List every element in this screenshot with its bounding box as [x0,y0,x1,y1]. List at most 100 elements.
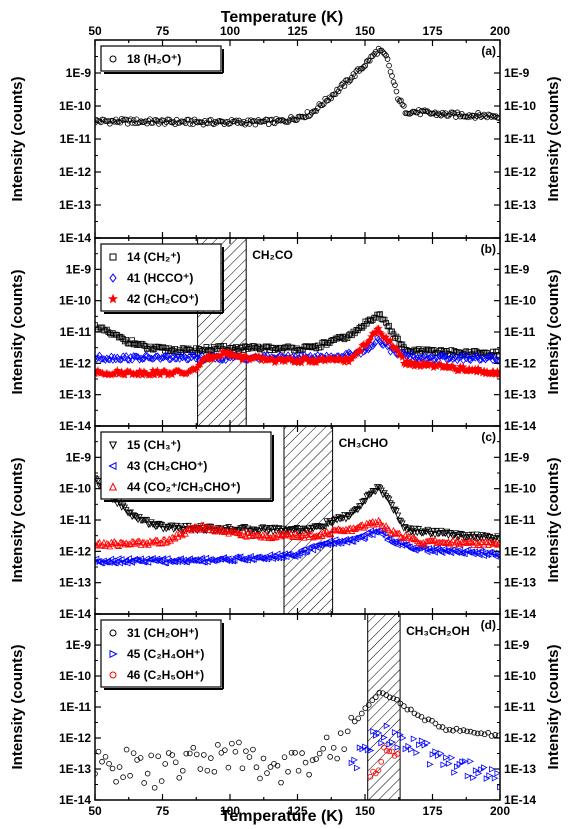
data-point [418,713,425,720]
data-point [432,109,438,116]
data-point [323,734,330,741]
data-point [386,342,392,350]
data-point [325,537,333,545]
data-point [135,353,141,361]
data-point [360,64,367,70]
data-point [448,754,456,761]
data-point [332,91,339,97]
y-tick-label-right: 1E-10 [504,99,536,113]
x-tick-label-bottom: 175 [422,804,442,818]
data-point [142,516,149,524]
data-point [96,538,103,546]
data-point [128,513,136,521]
data-point [176,529,183,537]
data-point [486,772,493,779]
data-point [340,80,346,87]
data-point [459,362,468,371]
data-point [137,755,144,761]
data-point [405,525,412,533]
data-point [232,749,239,755]
data-point [391,506,399,514]
data-point [120,774,126,780]
data-point [324,530,332,537]
data-point [391,529,399,536]
data-point [393,346,402,355]
data-point [377,47,383,54]
data-point [101,355,107,363]
data-point [447,549,455,557]
data-point [291,116,297,123]
data-point [464,352,471,360]
legend-marker [108,461,117,471]
data-point [393,333,400,340]
data-point [176,775,183,781]
data-point [438,549,446,557]
data-point [243,748,249,754]
data-point [299,549,306,556]
data-point [300,113,306,120]
x-tick-label-top: 175 [422,24,442,38]
data-point [369,342,376,350]
data-point [193,557,201,565]
data-point [349,74,355,81]
data-point [151,117,158,123]
data-point [163,352,170,361]
y-axis-title-left: Intensity (counts) [9,269,26,394]
data-point [356,522,363,530]
data-point [127,772,133,779]
legend: 14 (CH₂⁺) 41 (HCCO⁺) 42 (CH₂CO⁺) [100,243,224,314]
data-point [184,356,190,364]
legend-box [100,243,222,312]
data-point [387,500,394,507]
data-point [444,113,450,119]
data-point [97,559,104,567]
data-point [157,355,164,363]
data-point [440,545,447,553]
data-point [372,488,379,496]
data-point [241,532,249,539]
data-point [172,759,179,766]
data-point [308,530,316,537]
data-point [360,535,367,543]
data-point [492,539,500,547]
data-point [397,518,405,526]
data-point [95,355,100,363]
data-point [200,521,207,529]
data-point [471,537,479,545]
y-tick-label-right: 1E-10 [504,294,536,308]
data-point [225,524,232,531]
data-point [404,706,411,713]
data-point [130,117,137,123]
data-point [331,91,337,98]
data-point [151,784,158,791]
data-point [135,557,143,565]
data-point [348,509,356,517]
data-point [144,559,152,566]
data-point [336,516,344,523]
data-point [118,538,126,546]
data-point [443,727,449,733]
data-point [95,539,102,547]
data-point [169,119,176,126]
data-point [476,541,483,549]
data-point [230,557,238,564]
data-point [463,546,471,554]
data-point [171,534,179,542]
y-tick-label-left: 1E-12 [59,165,91,179]
data-point [137,555,144,562]
legend-marker [107,293,119,304]
data-point [290,533,298,540]
data-point [452,530,460,538]
data-point [394,512,402,520]
data-point [234,529,241,536]
data-point [441,547,449,554]
x-tick-label-bottom: 50 [88,804,102,818]
data-point [243,120,250,126]
data-point [382,493,390,500]
bottom-x-axis-title: Temperature (K) [221,808,343,825]
data-point [370,768,376,775]
data-point [464,772,472,780]
data-point [389,738,396,746]
data-point [468,548,475,555]
data-point [374,527,382,534]
